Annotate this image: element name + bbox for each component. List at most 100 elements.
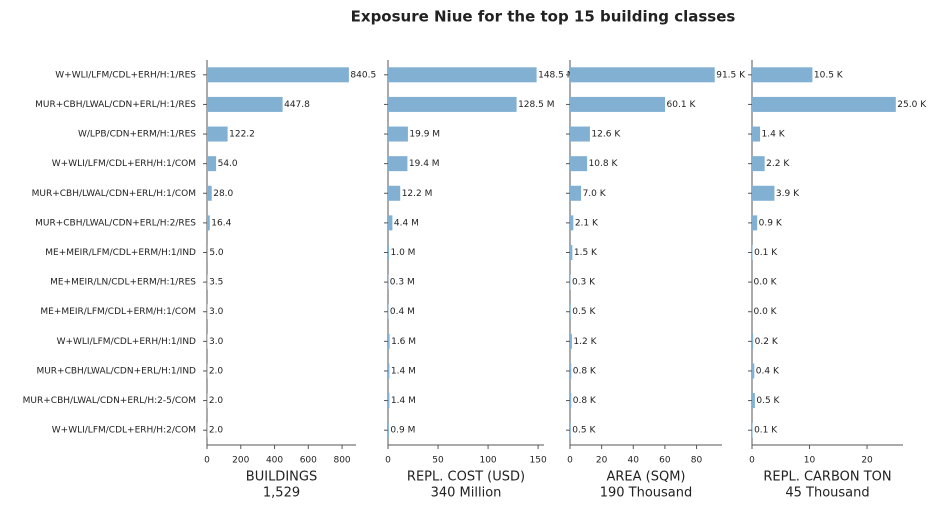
x-axis-total: 45 Thousand — [785, 486, 869, 501]
bar — [752, 363, 755, 379]
bar — [207, 274, 208, 290]
bar — [207, 333, 208, 349]
value-label: 25.0 K — [897, 100, 927, 110]
bar — [388, 422, 389, 438]
y-tick-label: MUR+CBH/LWAL/CDN+ERL/H:1/COM — [32, 189, 196, 199]
bar — [207, 215, 210, 231]
y-tick-label: ME+MEIR/LFM/CDL+ERM/H:1/IND — [45, 248, 196, 258]
value-label: 0.1 K — [754, 248, 778, 258]
value-label: 0.9 M — [390, 426, 415, 436]
value-label: 2.1 K — [575, 218, 599, 228]
x-tick-label: 800 — [333, 456, 350, 466]
value-label: 0.9 K — [759, 218, 783, 228]
value-label: 0.8 K — [573, 366, 597, 376]
value-label: 1.4 K — [762, 130, 786, 140]
bar — [570, 215, 574, 231]
value-label: 7.0 K — [583, 189, 607, 199]
bar — [388, 363, 390, 379]
x-tick-label: 100 — [479, 456, 496, 466]
y-tick-label: ME+MEIR/LFM/CDL+ERM/H:1/COM — [40, 307, 196, 317]
chart-title: Exposure Niue for the top 15 building cl… — [351, 8, 736, 26]
y-tick-label: MUR+CBH/LWAL/CDN+ERL/H:2/RES — [35, 218, 196, 228]
x-axis-total: 190 Thousand — [600, 486, 693, 501]
y-tick-label: MUR+CBH/LWAL/CDN+ERL/H:1/RES — [35, 100, 196, 110]
value-label: 148.5 M — [538, 70, 574, 80]
x-tick-label: 0 — [204, 456, 210, 466]
x-tick-label: 20 — [596, 456, 608, 466]
bar — [752, 67, 813, 83]
y-tick-label: W/LPB/CDN+ERM/H:1/RES — [78, 130, 196, 140]
value-label: 16.4 — [211, 218, 231, 228]
value-label: 0.4 M — [390, 307, 415, 317]
value-label: 2.2 K — [766, 159, 790, 169]
bar — [388, 245, 390, 260]
value-label: 91.5 K — [716, 70, 746, 80]
bar — [752, 333, 754, 349]
value-label: 0.8 K — [573, 396, 597, 406]
value-label: 19.9 M — [409, 130, 440, 140]
y-tick-label: W+WLI/LFM/CDL+ERH/H:2/COM — [52, 426, 196, 436]
value-label: 128.5 M — [518, 100, 554, 110]
x-tick-label: 80 — [691, 456, 703, 466]
value-label: 60.1 K — [667, 100, 697, 110]
bar — [570, 156, 588, 172]
value-label: 0.3 K — [572, 278, 596, 288]
y-tick-label: ME+MEIR/LN/CDL+ERM/H:1/RES — [50, 278, 196, 288]
value-label: 2.0 — [209, 426, 224, 436]
bar — [207, 126, 228, 142]
bar — [388, 96, 517, 112]
bar — [752, 185, 775, 201]
value-label: 54.0 — [218, 159, 238, 169]
bar — [207, 245, 208, 260]
value-label: 0.2 K — [755, 337, 779, 347]
bar — [207, 156, 217, 172]
bar — [207, 304, 208, 320]
value-label: 840.5 — [350, 70, 376, 80]
bar — [752, 126, 761, 142]
value-label: 3.5 — [209, 278, 223, 288]
x-tick-label: 60 — [659, 456, 671, 466]
y-tick-label: W+WLI/LFM/CDL+ERH/H:1/COM — [52, 159, 196, 169]
x-tick-label: 50 — [432, 456, 444, 466]
x-tick-label: 0 — [749, 456, 755, 466]
bar — [388, 156, 408, 172]
bar — [388, 67, 537, 83]
value-label: 12.6 K — [591, 130, 621, 140]
y-tick-label: MUR+CBH/LWAL/CDN+ERL/H:1/IND — [36, 366, 196, 376]
value-label: 0.0 K — [754, 278, 778, 288]
value-label: 2.0 — [209, 366, 224, 376]
value-label: 0.1 K — [754, 426, 778, 436]
bar — [388, 185, 401, 201]
bar — [570, 185, 582, 201]
x-tick-label: 600 — [300, 456, 317, 466]
bar — [388, 215, 393, 231]
bar — [570, 393, 572, 409]
bar — [752, 245, 753, 260]
x-tick-label: 0 — [385, 456, 391, 466]
bar — [570, 126, 590, 142]
x-tick-label: 10 — [804, 456, 816, 466]
x-axis-label: BUILDINGS — [246, 470, 317, 485]
value-label: 0.5 K — [572, 426, 596, 436]
value-label: 4.4 M — [394, 218, 419, 228]
x-axis-total: 340 Million — [431, 486, 502, 501]
bar — [570, 422, 571, 438]
y-tick-label: W+WLI/LFM/CDL+ERH/H:1/RES — [55, 70, 196, 80]
value-label: 1.4 M — [391, 366, 416, 376]
value-label: 0.5 K — [756, 396, 780, 406]
bar — [570, 304, 571, 320]
y-tick-label: MUR+CBH/LWAL/CDN+ERL/H:2-5/COM — [23, 396, 196, 406]
bar — [752, 156, 765, 172]
x-tick-label: 400 — [266, 456, 283, 466]
x-axis-label: AREA (SQM) — [606, 470, 685, 485]
value-label: 5.0 — [209, 248, 224, 258]
bar — [570, 363, 572, 379]
value-label: 447.8 — [284, 100, 310, 110]
bar — [752, 422, 753, 438]
x-tick-label: 150 — [530, 456, 547, 466]
value-label: 12.2 M — [402, 189, 433, 199]
value-label: 10.8 K — [589, 159, 619, 169]
bar — [207, 96, 283, 112]
value-label: 1.5 K — [574, 248, 598, 258]
